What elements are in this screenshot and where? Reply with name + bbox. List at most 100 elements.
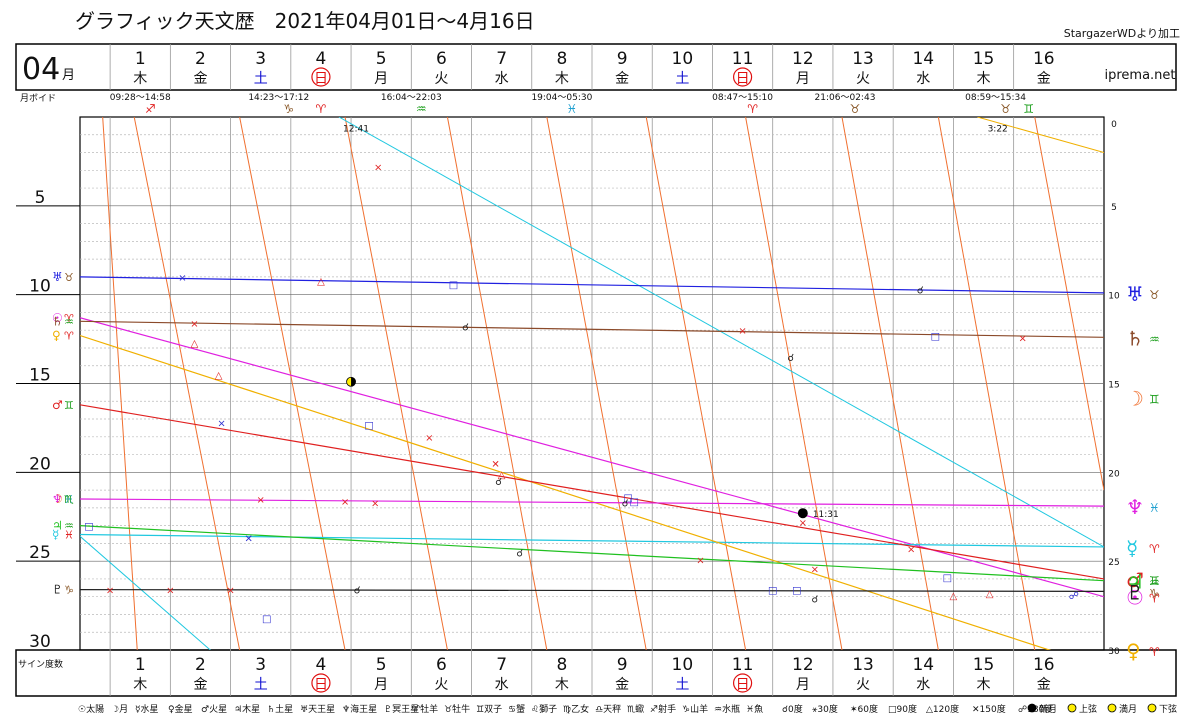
planet-label-right: ♆ [1126, 495, 1144, 519]
aspect-mark: ☌ [495, 477, 502, 488]
day-number: 1 [135, 49, 146, 69]
y-tick-right: 10 [1108, 292, 1120, 302]
planet-label-left: ☽ [52, 492, 63, 506]
void-sign: ♉ [850, 102, 861, 116]
legend-aspect: ⚹30度 [812, 703, 838, 715]
legend-sign: ♐射手 [650, 703, 676, 715]
aspect-mark: △ [215, 371, 223, 382]
planet-label-right: ☿ [1126, 536, 1138, 560]
weekday-label: 木 [133, 71, 147, 87]
source-note: StargazerWDより加工 [1064, 27, 1180, 40]
sign-degree-label: サイン度数 [18, 658, 63, 670]
void-time: 19:04～05:30 [531, 93, 592, 103]
weekday-label: 土 [675, 677, 689, 693]
planet-line-segment [338, 117, 1104, 548]
aspect-mark: □ [364, 420, 373, 431]
legend-sign: ♑山羊 [682, 703, 708, 715]
day-number: 2 [195, 655, 206, 675]
month-number: 04 [22, 52, 60, 87]
sign-label-right: ♈ [1149, 592, 1160, 606]
weekday-label: 月 [796, 71, 810, 87]
legend-aspect: △120度 [926, 703, 959, 715]
aspect-mark: × [907, 545, 915, 556]
legend-planet: ♆海王星 [342, 703, 377, 715]
aspect-mark: □ [931, 332, 940, 343]
quarter-moon-shade [351, 377, 356, 387]
planet-line [80, 533, 1104, 548]
legend-phase: 新月 [1039, 703, 1057, 715]
planet-label-right: ♃ [1126, 570, 1144, 594]
sign-label-right: ♒ [1149, 576, 1160, 590]
day-number: 4 [316, 49, 327, 69]
moon-line-segment [239, 117, 346, 650]
planet-label-left: ♆ [52, 492, 63, 506]
aspect-mark: × [166, 586, 174, 597]
void-time: 08:59～15:34 [965, 93, 1026, 103]
aspect-mark: × [178, 273, 186, 284]
aspect-mark: □ [449, 280, 458, 291]
legend-sign: ♋蟹 [508, 703, 525, 715]
planet-label-left: ♅ [52, 270, 63, 284]
legend-sign: ♏蠍 [627, 703, 644, 715]
legend-sign: ♒水瓶 [714, 703, 740, 715]
void-time: 08:47～15:10 [712, 93, 773, 103]
legend-sign: ♉牡牛 [444, 703, 470, 715]
sunday-circle [732, 67, 753, 87]
weekday-label: 土 [254, 71, 268, 87]
planet-line [80, 276, 1104, 294]
footer-row-frame [15, 649, 1177, 697]
aspect-mark: × [425, 433, 433, 444]
sign-label-right: ♈ [1149, 542, 1160, 556]
y-tick-left: 10 [29, 277, 51, 297]
aspect-mark: □ [623, 493, 632, 504]
day-number: 7 [496, 49, 507, 69]
weekday-label: 土 [254, 677, 268, 693]
aspect-mark: ✕ [244, 534, 252, 545]
y-tick-right: 30 [1108, 647, 1120, 657]
weekday-label: 日 [314, 71, 328, 87]
event-time: 12:41 [343, 124, 369, 134]
weekday-label: 金 [1037, 677, 1051, 693]
sign-label-right: ♊ [1149, 393, 1160, 407]
new-moon-marker [797, 508, 808, 519]
y-ticks-layer: 5 10 15 20 25 30 0 5 10 15 20 25 30 [16, 120, 1120, 657]
aspect-marks-layer: ×× △ □ ☌×△☌ × □☌△□××✕△☌□□× × × ☌×□✕☌×××□× × × ☌ □ □☌ △… [84, 124, 1079, 625]
weekday-label: 木 [133, 677, 147, 693]
moon-line-segment [546, 117, 647, 650]
void-sign: ♒ [416, 102, 427, 116]
legend-aspect: □90度 [888, 703, 917, 715]
planet-label-left: ♇ [52, 583, 63, 597]
weekday-label: 日 [736, 677, 750, 693]
aspect-mark: △ [317, 276, 325, 287]
void-time: 21:06～02:43 [815, 93, 876, 103]
moon-line-segment [745, 117, 843, 650]
aspect-mark: ☌ [787, 353, 794, 364]
weekday-label: 木 [555, 677, 569, 693]
legend-planet: ☿水星 [135, 703, 159, 715]
sunday-circle [311, 67, 331, 87]
y-tick-left: 25 [29, 543, 51, 563]
void-sign: ♉ [1000, 102, 1011, 116]
aspect-mark: □ [768, 586, 777, 597]
planet-line-segment [977, 117, 1104, 154]
legend-aspect: ☌0度 [782, 703, 803, 715]
sign-label-left: ♒ [64, 520, 74, 533]
weekday-label: 木 [977, 71, 991, 87]
sign-label-left: ♈ [64, 330, 74, 343]
weekday-label: 木 [977, 677, 991, 693]
y-tick-right: 5 [1111, 203, 1117, 213]
aspect-mark: ☌ [462, 323, 469, 334]
aspect-mark: ☌ [812, 594, 819, 605]
y-tick-right: 20 [1108, 469, 1120, 479]
aspect-mark: ✕ [491, 459, 499, 470]
moon-line-segment [937, 117, 1036, 650]
legend-sign: ♍乙女 [563, 703, 589, 715]
aspect-mark: □ [84, 522, 93, 533]
void-label: 月ボイド [20, 93, 56, 104]
day-number: 12 [792, 49, 814, 69]
planet-line-segment [80, 535, 211, 650]
planet-label-right: ♇ [1126, 580, 1144, 604]
aspect-mark: × [106, 586, 114, 597]
planet-label-right: ♂ [1126, 568, 1144, 592]
moon-line-segment [344, 117, 448, 650]
